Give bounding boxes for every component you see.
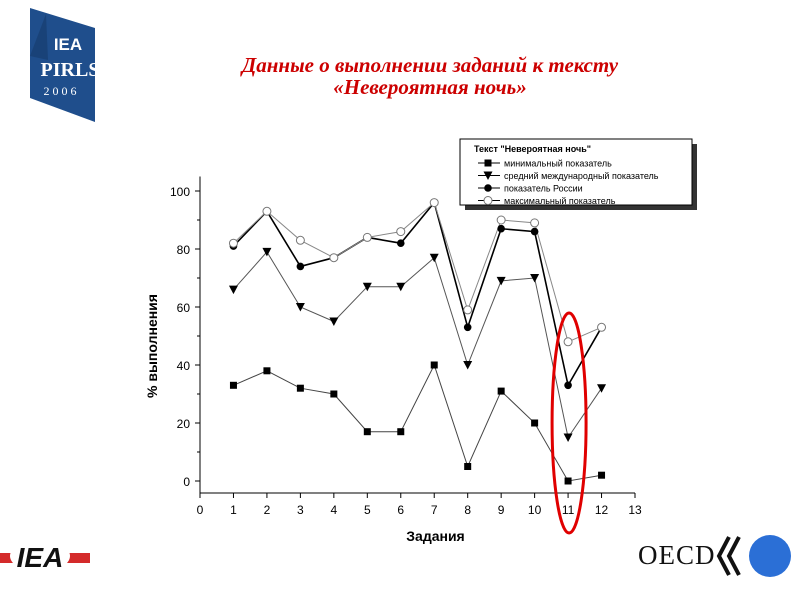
series-1-point <box>430 361 438 369</box>
series-1-point <box>296 384 304 392</box>
series-2-point <box>329 317 339 326</box>
series-2-point <box>530 274 540 283</box>
y-tick-label: 0 <box>183 475 190 489</box>
y-tick-label: 80 <box>177 243 191 257</box>
series-4-point <box>496 215 506 225</box>
series-2-point <box>362 282 372 292</box>
series-1-point <box>397 428 405 436</box>
series-4-point <box>597 322 607 332</box>
title-line-1: Данные о выполнении заданий к тексту <box>241 53 619 77</box>
series-2-point <box>429 253 439 263</box>
series-4-point <box>329 253 339 263</box>
series-1-point <box>464 463 472 470</box>
series-4-point <box>563 337 573 347</box>
series-4-point <box>228 238 238 248</box>
series-2-point <box>463 361 473 370</box>
x-tick-label: 2 <box>264 503 271 517</box>
legend-marker <box>483 196 493 205</box>
series-4-point <box>463 305 473 315</box>
x-tick-label: 12 <box>595 503 609 517</box>
series-1-point <box>564 477 572 485</box>
series-4-point <box>429 198 439 208</box>
series-3-point <box>564 381 572 390</box>
x-tick-label: 7 <box>431 503 438 517</box>
x-tick-label: 8 <box>464 503 471 517</box>
series-2-point <box>563 433 573 442</box>
iea-logo-text: IEA <box>17 542 64 573</box>
pirls-logo: IEA PIRLS 2 0 0 6 <box>30 8 100 122</box>
oecd-emblem-icon <box>716 535 791 577</box>
oecd-text: OECD <box>638 540 716 570</box>
legend-marker <box>484 184 492 192</box>
x-axis-label: Задания <box>406 528 464 544</box>
legend-marker <box>484 159 492 167</box>
series-1-point <box>363 428 371 436</box>
series-1-point <box>497 387 505 395</box>
pirls-iea-text: IEA <box>54 35 82 54</box>
series-1-point <box>263 367 271 375</box>
series-4-point <box>530 218 540 228</box>
series-4-point <box>295 235 305 245</box>
series-1-point <box>330 390 338 398</box>
series-4-point <box>396 227 406 237</box>
page-title: Данные о выполнении заданий к тексту «Не… <box>150 54 710 98</box>
legend-title: Текст "Невероятная ночь" <box>474 144 591 154</box>
legend-label: средний международный показатель <box>504 171 659 181</box>
series-3-point <box>296 262 305 271</box>
x-tick-label: 3 <box>297 503 304 517</box>
legend-box <box>459 138 693 206</box>
y-tick-label: 60 <box>177 301 191 315</box>
series-2-point <box>496 276 506 286</box>
x-tick-label: 5 <box>364 503 371 517</box>
series-line-1 <box>233 363 602 482</box>
series-2-point <box>228 285 238 295</box>
series-1-point <box>598 471 606 479</box>
pirls-name-text: PIRLS <box>41 59 100 81</box>
x-tick-label: 11 <box>562 503 575 517</box>
series-line-4 <box>233 201 602 343</box>
x-tick-label: 9 <box>498 503 505 517</box>
iea-logo: IEA <box>0 540 90 573</box>
y-tick-label: 40 <box>177 359 191 373</box>
x-tick-label: 10 <box>528 503 542 517</box>
series-2-point <box>262 247 272 257</box>
series-4-point <box>262 206 272 216</box>
series-2-point <box>295 303 305 312</box>
legend-marker <box>483 171 493 180</box>
series-2-point <box>597 384 607 393</box>
y-axis-label: % выполнения <box>144 294 160 398</box>
x-tick-label: 6 <box>397 503 404 517</box>
y-tick-label: 20 <box>177 417 191 431</box>
highlight-ellipse <box>550 311 588 535</box>
series-3-point <box>463 323 472 332</box>
series-2-point <box>396 282 406 292</box>
series-4-point <box>362 232 372 242</box>
series-3-point <box>396 239 405 247</box>
series-3-point <box>497 224 505 233</box>
series-1-point <box>229 381 237 389</box>
legend-label: показатель России <box>504 184 583 194</box>
title-line-2: «Невероятная ночь» <box>333 75 527 99</box>
y-tick-label: 100 <box>170 185 190 199</box>
x-tick-label: 4 <box>331 503 338 517</box>
pirls-year-text: 2 0 0 6 <box>44 84 77 98</box>
series-line-3 <box>232 200 603 388</box>
x-tick-label: 0 <box>197 503 204 517</box>
legend-label: максимальный показатель <box>504 196 616 206</box>
legend-label: минимальный показатель <box>504 159 612 169</box>
series-line-2 <box>233 251 602 439</box>
x-tick-label: 1 <box>230 503 237 517</box>
x-tick-label: 13 <box>628 503 642 517</box>
series-1-point <box>531 419 539 427</box>
series-3-point <box>530 227 539 236</box>
